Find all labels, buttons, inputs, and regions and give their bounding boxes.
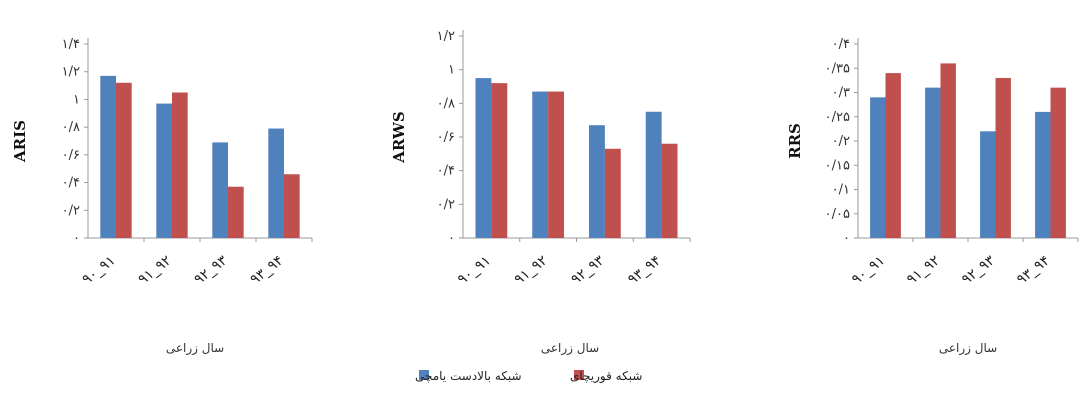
bar-ghorichay [940, 63, 956, 239]
y-tick-label: ۰/۴ [62, 176, 80, 191]
x-tick-label: ۹۱_۹۲ [135, 253, 174, 288]
bar-yamchi [156, 103, 172, 238]
x-tick-label: ۹۲_۹۳ [568, 252, 607, 288]
bar-ghorichay [548, 91, 565, 238]
y-tick-label: ۰/۱ [832, 183, 850, 198]
y-tick-label: ۰/۱۵ [825, 158, 850, 173]
bar-yamchi [588, 125, 605, 238]
x-tick-label: ۹۰_۹۱ [79, 253, 118, 288]
x-axis-label: سال زراعی [541, 341, 599, 356]
legend-label: شبکه قوریچای [570, 369, 642, 384]
bar-yamchi [645, 111, 662, 238]
y-tick-label: ۰/۳۵ [825, 61, 850, 76]
x-tick-label: ۹۱_۹۲ [904, 253, 943, 288]
bar-ghorichay [491, 83, 508, 238]
legend: شبکه بالادست یامچی شبکه قوریچای [415, 369, 642, 384]
y-axis-label: ARWS [390, 111, 408, 163]
chart-panel-aris: ۰ ۰/۲ ۰/۴ ۰/۶ ۰/۸ ۱ ۱/۲ ۱/۴ ۹۰_۹۱ ۹۱_۹۲ ۹۲_۹۳ ۹۳_۹۴… [11, 37, 313, 356]
x-axis-label: سال زراعی [166, 341, 224, 356]
y-tick-label: ۰/۰۵ [825, 207, 850, 222]
y-axis-label: RRS [786, 123, 804, 159]
y-axis-label: ARIS [11, 120, 29, 163]
y-tick-label: ۰/۳ [832, 86, 850, 101]
y-tick-label: ۰ [843, 231, 850, 246]
bar-ghorichay [885, 73, 901, 238]
bar-yamchi [212, 142, 228, 238]
y-tick-label: ۰/۲ [62, 203, 80, 218]
y-tick-label: ۰/۴ [437, 164, 455, 179]
bar-yamchi [100, 75, 116, 238]
x-tick-label: ۹۲_۹۳ [959, 252, 998, 288]
bar-yamchi [870, 97, 886, 238]
bar-ghorichay [284, 174, 300, 238]
bar-ghorichay [228, 186, 244, 238]
x-tick-label: ۹۲_۹۳ [191, 252, 230, 288]
y-tick-label: ۰/۲۵ [825, 110, 850, 125]
y-tick-label: ۰/۸ [437, 96, 455, 111]
y-tick-label: ۱/۲ [437, 29, 455, 44]
y-tick-label: ۰/۸ [62, 120, 80, 135]
y-tick-label: ۰/۲ [832, 134, 850, 149]
y-tick-label: ۰/۶ [62, 148, 80, 163]
bar-yamchi [475, 78, 492, 238]
x-tick-label: ۹۱_۹۲ [512, 253, 551, 288]
y-tick-label: ۱/۴ [62, 37, 80, 52]
y-tick-label: ۰ [73, 231, 80, 246]
x-tick-label: ۹۰_۹۱ [455, 253, 494, 288]
y-tick-label: ۰/۶ [437, 130, 455, 145]
chart-panel-rrs: ۰ ۰/۰۵ ۰/۱ ۰/۱۵ ۰/۲ ۰/۲۵ ۰/۳ ۰/۳۵ ۰/۴ ۹۰_۹۱ ۹۱_۹۲ ۹… [786, 37, 1079, 356]
bar-yamchi [980, 131, 996, 238]
bar-ghorichay [172, 92, 188, 238]
bar-yamchi [925, 87, 941, 239]
bar-yamchi [268, 128, 284, 238]
y-tick-label: ۱ [448, 63, 455, 78]
x-tick-label: ۹۳_۹۴ [247, 253, 286, 288]
bar-ghorichay [1050, 87, 1066, 239]
bar-yamchi [1035, 111, 1051, 238]
bar-ghorichay [661, 143, 678, 238]
bar-ghorichay [604, 148, 621, 238]
bar-yamchi [532, 91, 549, 238]
y-tick-label: ۱/۲ [62, 65, 80, 80]
y-tick-label: ۰/۴ [832, 37, 850, 52]
y-tick-label: ۰/۲ [437, 197, 455, 212]
x-tick-label: ۹۳_۹۴ [625, 253, 664, 288]
y-tick-label: ۱ [73, 92, 80, 107]
legend-swatch [419, 370, 429, 380]
legend-swatch [574, 370, 584, 380]
legend-label: شبکه بالادست یامچی [415, 369, 522, 383]
y-tick-label: ۰ [448, 231, 455, 246]
x-axis-label: سال زراعی [939, 341, 997, 356]
x-tick-label: ۹۰_۹۱ [849, 253, 888, 288]
chart-panel-arws: ۰ ۰/۲ ۰/۴ ۰/۶ ۰/۸ ۱ ۱/۲ ۹۰_۹۱ ۹۱_۹۲ ۹۲_۹۳ ۹۳_۹۴ ARW… [390, 29, 691, 356]
x-tick-label: ۹۳_۹۴ [1014, 253, 1053, 288]
bar-ghorichay [995, 77, 1011, 238]
bar-ghorichay [116, 82, 132, 238]
